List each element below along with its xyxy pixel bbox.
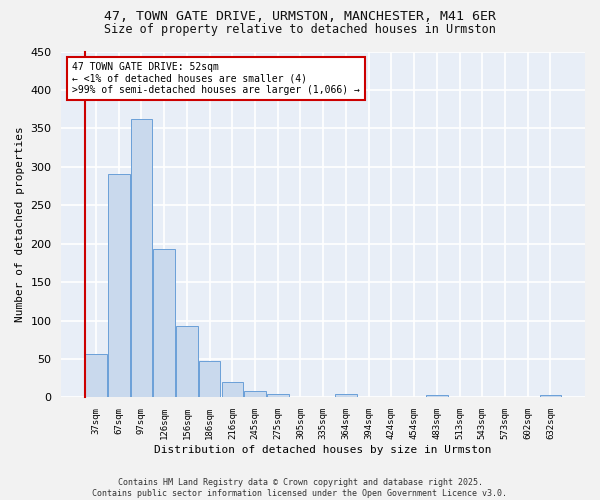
X-axis label: Distribution of detached houses by size in Urmston: Distribution of detached houses by size …: [154, 445, 492, 455]
Text: Size of property relative to detached houses in Urmston: Size of property relative to detached ho…: [104, 22, 496, 36]
Bar: [539, 395, 561, 398]
Bar: [199, 360, 220, 398]
Bar: [335, 394, 357, 398]
Bar: [131, 119, 152, 398]
Text: Contains HM Land Registry data © Crown copyright and database right 2025.
Contai: Contains HM Land Registry data © Crown c…: [92, 478, 508, 498]
Bar: [267, 394, 289, 398]
Text: 47, TOWN GATE DRIVE, URMSTON, MANCHESTER, M41 6ER: 47, TOWN GATE DRIVE, URMSTON, MANCHESTER…: [104, 10, 496, 23]
Bar: [85, 354, 107, 398]
Y-axis label: Number of detached properties: Number of detached properties: [15, 126, 25, 322]
Bar: [221, 382, 243, 398]
Bar: [426, 395, 448, 398]
Bar: [176, 326, 197, 398]
Text: 47 TOWN GATE DRIVE: 52sqm
← <1% of detached houses are smaller (4)
>99% of semi-: 47 TOWN GATE DRIVE: 52sqm ← <1% of detac…: [72, 62, 360, 95]
Bar: [108, 174, 130, 398]
Bar: [154, 249, 175, 398]
Bar: [244, 392, 266, 398]
